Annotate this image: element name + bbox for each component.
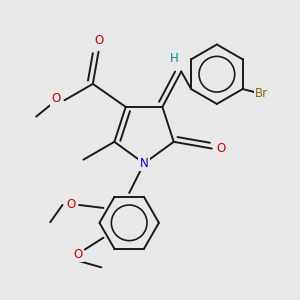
Text: H: H <box>170 52 179 64</box>
Text: Br: Br <box>255 87 268 100</box>
Text: O: O <box>74 248 83 260</box>
Text: O: O <box>94 34 103 47</box>
Text: O: O <box>217 142 226 155</box>
Text: O: O <box>52 92 61 105</box>
Text: N: N <box>140 157 148 170</box>
Text: O: O <box>66 199 75 212</box>
